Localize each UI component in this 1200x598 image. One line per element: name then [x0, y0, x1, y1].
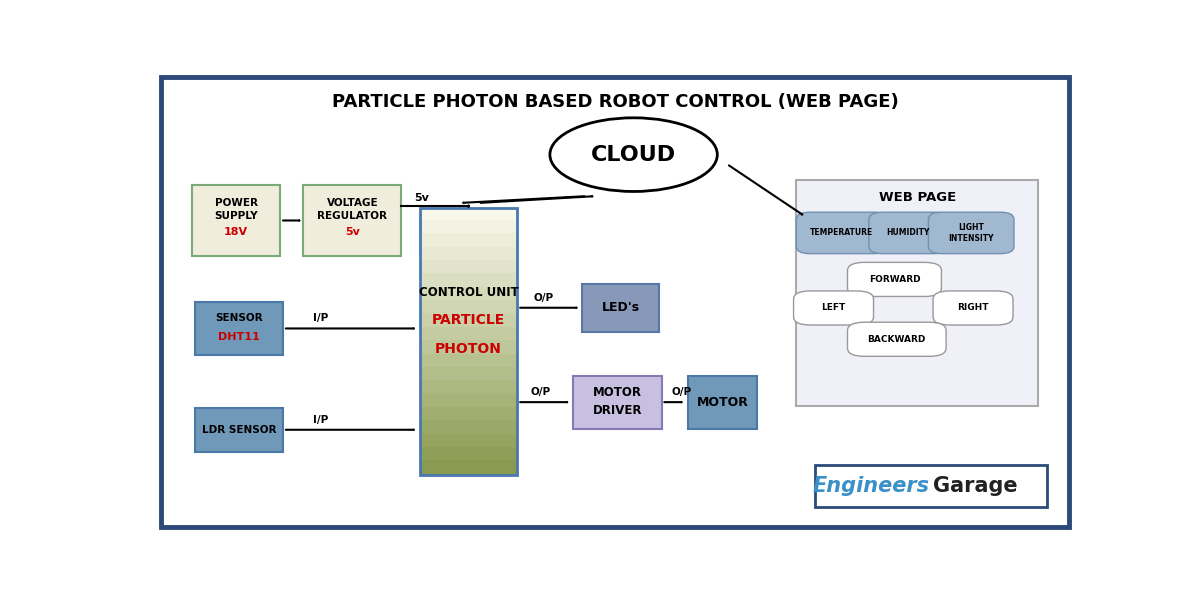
- FancyBboxPatch shape: [934, 291, 1013, 325]
- Text: PHOTON: PHOTON: [436, 343, 502, 356]
- Text: Garage: Garage: [934, 476, 1018, 496]
- Text: MOTOR: MOTOR: [593, 386, 642, 399]
- FancyBboxPatch shape: [815, 465, 1048, 507]
- FancyBboxPatch shape: [420, 340, 517, 355]
- Text: PARTICLE: PARTICLE: [432, 313, 505, 328]
- FancyBboxPatch shape: [582, 283, 659, 332]
- FancyBboxPatch shape: [847, 263, 942, 297]
- Text: SUPPLY: SUPPLY: [215, 210, 258, 221]
- FancyBboxPatch shape: [420, 313, 517, 328]
- Ellipse shape: [550, 118, 718, 191]
- FancyBboxPatch shape: [420, 327, 517, 341]
- Text: O/P: O/P: [672, 387, 692, 397]
- Text: PARTICLE PHOTON BASED ROBOT CONTROL (WEB PAGE): PARTICLE PHOTON BASED ROBOT CONTROL (WEB…: [331, 93, 899, 111]
- Text: LDR SENSOR: LDR SENSOR: [202, 425, 276, 435]
- Text: TEMPERATURE: TEMPERATURE: [810, 228, 874, 237]
- FancyBboxPatch shape: [420, 260, 517, 274]
- Text: POWER: POWER: [215, 198, 258, 208]
- FancyBboxPatch shape: [420, 434, 517, 448]
- FancyBboxPatch shape: [420, 247, 517, 261]
- FancyBboxPatch shape: [797, 212, 888, 254]
- FancyBboxPatch shape: [574, 376, 661, 429]
- FancyBboxPatch shape: [192, 185, 281, 256]
- Text: LED's: LED's: [601, 301, 640, 314]
- Text: DHT11: DHT11: [218, 332, 259, 341]
- FancyBboxPatch shape: [420, 460, 517, 475]
- Text: 18V: 18V: [224, 227, 248, 237]
- FancyBboxPatch shape: [869, 212, 948, 254]
- FancyBboxPatch shape: [420, 380, 517, 395]
- Text: WEB PAGE: WEB PAGE: [878, 191, 956, 204]
- Text: I/P: I/P: [312, 313, 328, 324]
- FancyBboxPatch shape: [194, 408, 283, 451]
- FancyBboxPatch shape: [420, 207, 517, 221]
- FancyBboxPatch shape: [420, 233, 517, 248]
- FancyBboxPatch shape: [793, 291, 874, 325]
- Text: RIGHT: RIGHT: [958, 303, 989, 313]
- FancyBboxPatch shape: [688, 376, 757, 429]
- Text: VOLTAGE: VOLTAGE: [326, 198, 378, 208]
- FancyBboxPatch shape: [420, 393, 517, 408]
- Text: HUMIDITY: HUMIDITY: [887, 228, 930, 237]
- Text: BACKWARD: BACKWARD: [868, 335, 926, 344]
- Text: I/P: I/P: [312, 414, 328, 425]
- Text: O/P: O/P: [530, 387, 551, 397]
- FancyBboxPatch shape: [161, 77, 1069, 527]
- Text: DRIVER: DRIVER: [593, 404, 642, 417]
- FancyBboxPatch shape: [420, 273, 517, 288]
- Text: SENSOR: SENSOR: [215, 313, 263, 324]
- FancyBboxPatch shape: [797, 180, 1038, 405]
- Text: LEFT: LEFT: [822, 303, 846, 313]
- FancyBboxPatch shape: [420, 220, 517, 234]
- Text: FORWARD: FORWARD: [869, 275, 920, 284]
- FancyBboxPatch shape: [420, 367, 517, 381]
- Text: 5v: 5v: [414, 193, 428, 203]
- FancyBboxPatch shape: [194, 302, 283, 355]
- Text: MOTOR: MOTOR: [696, 396, 749, 408]
- FancyBboxPatch shape: [420, 447, 517, 461]
- Text: O/P: O/P: [533, 292, 553, 303]
- FancyBboxPatch shape: [929, 212, 1014, 254]
- Text: CLOUD: CLOUD: [592, 145, 676, 164]
- Text: REGULATOR: REGULATOR: [317, 210, 388, 221]
- FancyBboxPatch shape: [420, 353, 517, 368]
- Text: CONTROL UNIT: CONTROL UNIT: [419, 286, 518, 299]
- FancyBboxPatch shape: [847, 322, 946, 356]
- Text: Engineers: Engineers: [812, 476, 929, 496]
- Text: LIGHT
INTENSITY: LIGHT INTENSITY: [948, 223, 994, 243]
- Text: 5v: 5v: [344, 227, 360, 237]
- FancyBboxPatch shape: [420, 420, 517, 435]
- FancyBboxPatch shape: [420, 407, 517, 421]
- FancyBboxPatch shape: [420, 300, 517, 315]
- FancyBboxPatch shape: [420, 287, 517, 301]
- FancyBboxPatch shape: [304, 185, 401, 256]
